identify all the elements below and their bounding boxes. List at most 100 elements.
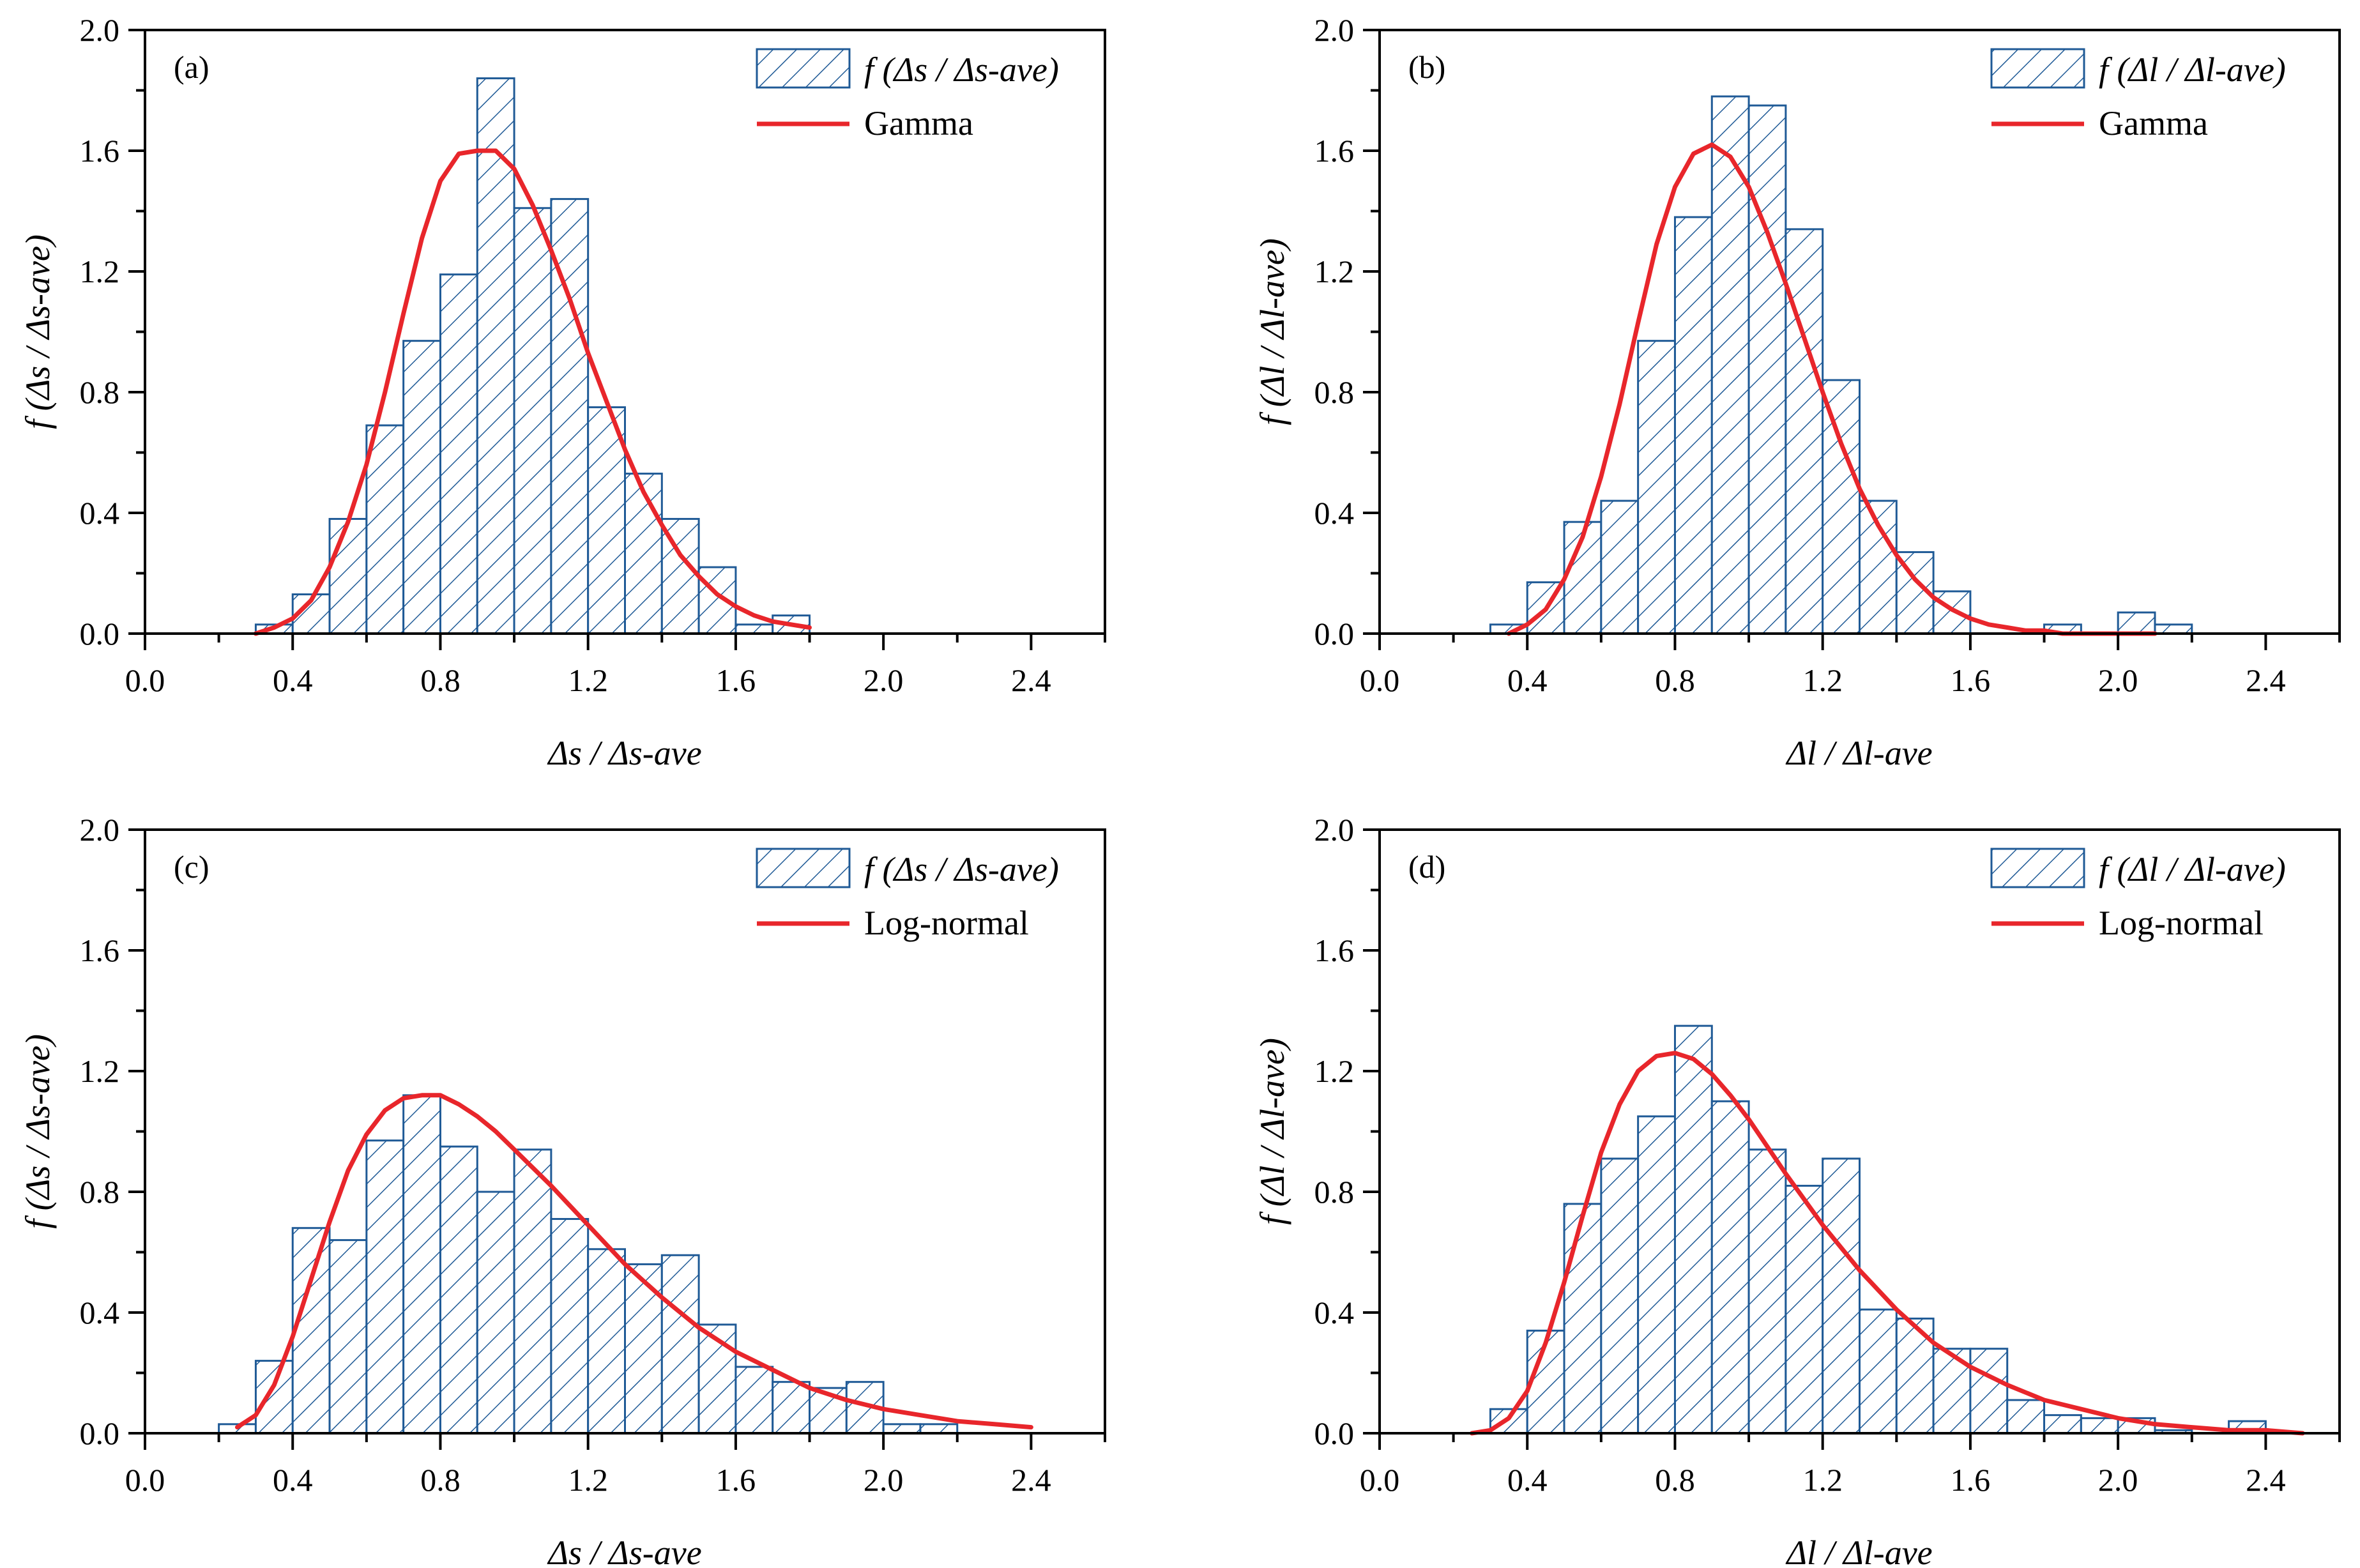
histogram-bar	[735, 1366, 774, 1435]
y-tick-label: 0.4	[1314, 1295, 1355, 1330]
legend-hist-label: f (Δl / Δl-ave)	[2099, 50, 2286, 89]
histogram-bar	[1637, 1115, 1676, 1435]
y-axis-title: f (Δs / Δs-ave)	[19, 234, 57, 429]
legend-hist-label: f (Δs / Δs-ave)	[864, 50, 1059, 89]
y-tick-label: 1.2	[80, 254, 120, 289]
histogram-bar	[660, 1254, 700, 1435]
histogram-bar	[1710, 1100, 1750, 1435]
y-axis-title: f (Δs / Δs-ave)	[19, 1034, 57, 1229]
y-axis-title: f (Δl / Δl-ave)	[1253, 238, 1291, 425]
histogram-bar	[1822, 379, 1861, 635]
histogram-bar	[882, 1423, 922, 1435]
fit-curve	[1470, 1051, 2305, 1436]
legend-hist-args: (Δl / Δl-ave)	[2117, 850, 2286, 888]
x-tick-label: 0.0	[125, 662, 165, 698]
x-tick-label: 2.4	[1011, 1462, 1051, 1498]
y-tick-label: 0.8	[80, 1174, 120, 1210]
y-tick-label: 1.2	[1314, 254, 1355, 289]
x-axis-title: Δl / Δl-ave	[1785, 734, 1932, 772]
chart-panel-c: 0.0 0.4 0.8 1.2 1.6 2.0 2.4 0.0 0.4 0.8 1.2 1.6 2.0 Δ…	[19, 812, 1106, 1568]
histogram-bar	[587, 1248, 627, 1435]
legend: f (Δl / Δl-ave) Log-normal	[1990, 848, 2286, 942]
x-tick-label: 2.0	[864, 1462, 904, 1498]
x-tick-label: 2.0	[864, 662, 904, 698]
histogram-bar	[513, 207, 552, 635]
histogram-bar	[624, 473, 663, 635]
histogram-bar	[1859, 1308, 1898, 1435]
x-tick-label: 0.0	[125, 1462, 165, 1498]
y-tick-label: 2.0	[1314, 812, 1355, 848]
x-axis-title: Δl / Δl-ave	[1785, 1534, 1932, 1568]
legend: f (Δl / Δl-ave) Gamma	[1990, 48, 2286, 142]
y-tick-label: 0.0	[1314, 1415, 1355, 1451]
histogram-bar	[1600, 499, 1640, 635]
y-tick-label: 0.0	[1314, 616, 1355, 651]
y-tick-label: 0.4	[1314, 495, 1355, 531]
histogram-bar	[919, 1423, 959, 1435]
histogram-bar	[402, 1094, 441, 1435]
panel-label: (a)	[174, 49, 209, 85]
x-tick-label: 1.6	[716, 1462, 756, 1498]
legend-hist-prefix: f	[2099, 850, 2117, 888]
histogram-bar	[2043, 1414, 2082, 1435]
x-tick-label: 0.0	[1360, 1462, 1400, 1498]
x-tick-label: 2.0	[2098, 1462, 2138, 1498]
histogram-bar	[476, 1191, 515, 1435]
histogram-bar	[1932, 590, 1972, 635]
x-axis-title: Δs / Δs-ave	[547, 734, 701, 772]
legend-hist-args: (Δl / Δl-ave)	[2117, 50, 2286, 89]
histogram-bar	[254, 1360, 294, 1435]
histogram-bar	[365, 1139, 405, 1435]
x-tick-label: 1.6	[716, 662, 756, 698]
x-tick-label: 0.8	[1655, 1462, 1695, 1498]
panel-label: (c)	[174, 849, 209, 885]
legend-hatch-swatch	[756, 848, 851, 888]
legend: f (Δs / Δs-ave) Gamma	[756, 48, 1059, 142]
x-tick-label: 0.0	[1360, 662, 1400, 698]
panel-label: (d)	[1408, 849, 1445, 885]
x-tick-label: 1.6	[1951, 662, 1991, 698]
x-tick-label: 0.4	[1507, 1462, 1548, 1498]
histogram-bar	[476, 77, 515, 635]
legend-hist-args: (Δs / Δs-ave)	[883, 50, 1059, 89]
x-tick-label: 1.2	[1802, 662, 1843, 698]
y-tick-label: 0.8	[1314, 1174, 1355, 1210]
y-axis-title: f (Δl / Δl-ave)	[1253, 1038, 1291, 1225]
y-tick-label: 2.0	[80, 12, 120, 48]
histogram-bar	[328, 1239, 368, 1435]
x-tick-label: 0.8	[420, 662, 461, 698]
histogram-bar	[1747, 1148, 1787, 1435]
x-tick-label: 0.4	[1507, 662, 1548, 698]
panel-label: (b)	[1408, 49, 1445, 85]
legend-hatch-swatch	[756, 48, 851, 89]
legend-hist-label: f (Δl / Δl-ave)	[2099, 850, 2286, 888]
y-tick-label: 1.6	[1314, 932, 1355, 968]
x-tick-label: 2.4	[2246, 662, 2286, 698]
histogram-bar	[1747, 104, 1787, 635]
fit-curve	[1506, 142, 2158, 636]
chart-panel-b: 0.0 0.4 0.8 1.2 1.6 2.0 2.4 0.0 0.4 0.8 1.2 1.6 2.0 Δ…	[1253, 12, 2341, 772]
legend-fit-label: Log-normal	[864, 904, 1029, 942]
histogram-bar	[513, 1148, 552, 1435]
histogram-bar	[1969, 1348, 2009, 1435]
x-tick-label: 0.8	[1655, 662, 1695, 698]
histogram-bar	[1785, 1185, 1824, 1435]
histogram-bar	[2006, 1399, 2046, 1435]
legend-hatch-swatch	[1990, 48, 2085, 89]
x-axis-title: Δs / Δs-ave	[547, 1534, 701, 1568]
x-tick-label: 2.4	[1011, 662, 1051, 698]
histogram-bar	[328, 517, 368, 635]
histogram-bar	[2154, 623, 2193, 635]
histogram-bar	[291, 1227, 331, 1435]
histogram-bar	[1489, 1408, 1528, 1435]
histogram-bar	[2117, 611, 2156, 635]
y-tick-label: 0.8	[80, 374, 120, 410]
histogram-bar	[2080, 1417, 2119, 1435]
x-tick-label: 1.2	[568, 662, 608, 698]
y-tick-label: 0.4	[80, 1295, 120, 1330]
y-tick-label: 1.6	[80, 133, 120, 169]
legend-hist-prefix: f	[864, 850, 883, 888]
legend-hist-prefix: f	[864, 50, 883, 89]
y-tick-label: 0.0	[80, 616, 120, 651]
